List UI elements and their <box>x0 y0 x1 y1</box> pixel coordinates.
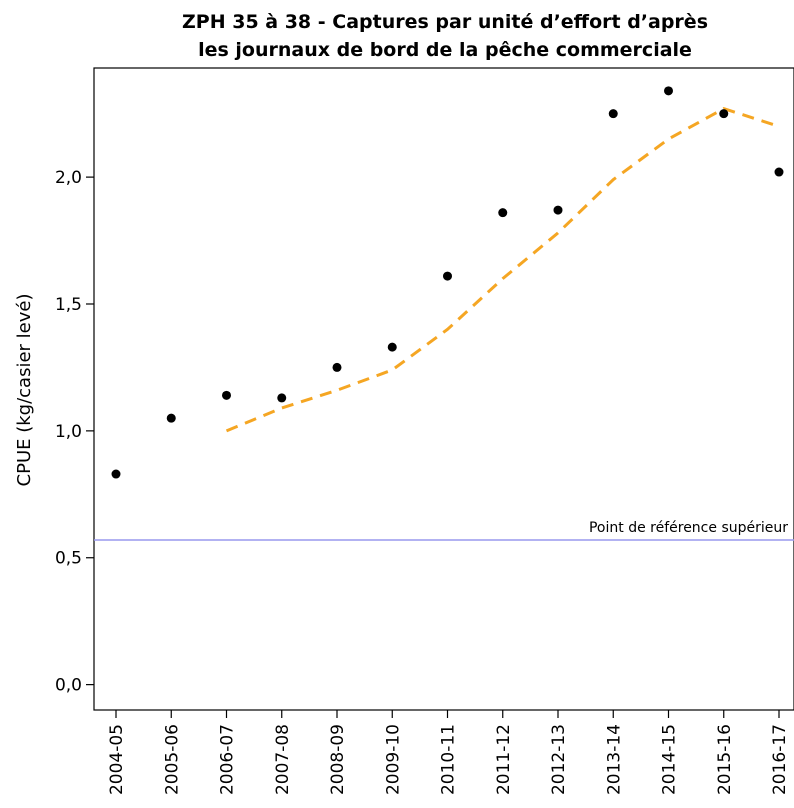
y-tick-label: 1,5 <box>55 295 82 315</box>
y-tick-label: 0,5 <box>55 549 82 569</box>
data-point <box>664 86 673 96</box>
y-tick-label: 0,0 <box>55 676 82 696</box>
data-point <box>608 109 618 119</box>
data-point <box>719 109 729 119</box>
x-tick-label: 2009-10 <box>383 724 403 795</box>
data-point <box>553 205 563 215</box>
data-point <box>166 413 176 423</box>
x-tick-label: 2012-13 <box>549 724 569 795</box>
data-point <box>387 342 397 352</box>
x-tick-label: 2014-15 <box>660 724 680 795</box>
x-axis: 2004-05 2005-06 2006-07 2007-08 2008-09 2009-… <box>107 710 790 795</box>
x-tick-label: 2015-16 <box>715 724 735 795</box>
plot-frame <box>93 67 794 711</box>
x-tick-label: 2006-07 <box>218 724 238 795</box>
data-point <box>332 362 342 372</box>
data-point <box>277 393 287 403</box>
y-tick-label: 2,0 <box>55 168 82 188</box>
trend-line-series <box>225 106 780 433</box>
data-point <box>222 390 231 400</box>
chart-title-line-1: ZPH 35 à 38 - Captures par unité d’effor… <box>182 11 708 33</box>
data-point <box>111 469 121 479</box>
chart-title-line-2: les journaux de bord de la pêche commerc… <box>198 39 692 61</box>
x-tick-label: 2004-05 <box>107 724 127 795</box>
x-tick-label: 2008-09 <box>328 724 348 795</box>
y-axis-title: CPUE (kg/casier levé) <box>14 294 35 487</box>
x-tick-label: 2007-08 <box>273 724 293 795</box>
x-tick-label: 2005-06 <box>162 724 182 795</box>
data-point <box>443 271 452 281</box>
reference-line-label: Point de référence supérieur <box>589 520 788 536</box>
x-tick-label: 2010-11 <box>439 724 459 795</box>
x-tick-label: 2013-14 <box>604 724 624 795</box>
y-axis: 0,0 0,5 1,0 1,5 2,0 <box>55 168 94 696</box>
data-point <box>774 167 784 177</box>
x-tick-label: 2016-17 <box>770 724 790 795</box>
y-tick-label: 1,0 <box>55 422 82 442</box>
x-tick-label: 2011-12 <box>494 724 514 795</box>
data-point <box>498 208 508 218</box>
data-points <box>111 86 784 479</box>
